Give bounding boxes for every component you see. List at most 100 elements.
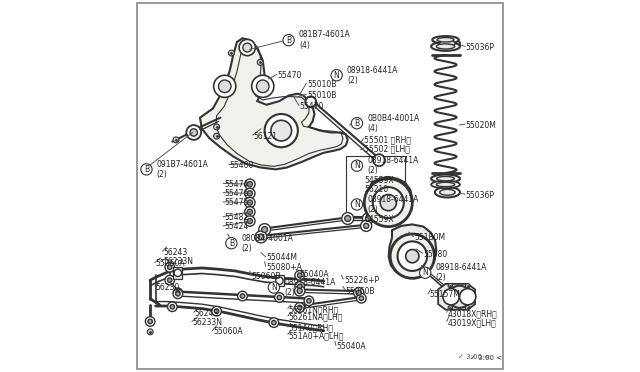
Polygon shape <box>365 177 412 225</box>
Circle shape <box>345 215 351 221</box>
Text: N: N <box>422 268 428 277</box>
Text: 56210: 56210 <box>364 185 388 194</box>
Text: 55010B: 55010B <box>307 91 337 100</box>
Circle shape <box>271 120 292 141</box>
Circle shape <box>295 282 305 291</box>
Circle shape <box>247 218 252 224</box>
Text: 55060B: 55060B <box>346 287 375 296</box>
Circle shape <box>305 96 316 108</box>
Circle shape <box>228 50 234 56</box>
Text: 54559X: 54559X <box>364 176 394 185</box>
Circle shape <box>465 306 470 310</box>
Text: 08918-6441A
(2): 08918-6441A (2) <box>284 278 335 297</box>
Text: 55020M: 55020M <box>466 121 497 129</box>
Circle shape <box>214 124 220 130</box>
Text: 55470: 55470 <box>278 71 302 80</box>
Circle shape <box>275 293 284 302</box>
Circle shape <box>364 179 412 227</box>
Circle shape <box>359 296 364 301</box>
Text: 091B7-4601A
(2): 091B7-4601A (2) <box>157 160 209 179</box>
Text: N: N <box>354 161 360 170</box>
Circle shape <box>247 191 252 196</box>
Ellipse shape <box>440 40 455 47</box>
Circle shape <box>244 207 255 217</box>
Text: 55474: 55474 <box>224 180 248 189</box>
Circle shape <box>174 269 182 276</box>
Text: ✓ 3:00 <: ✓ 3:00 < <box>458 353 490 359</box>
Circle shape <box>277 295 282 300</box>
Text: 55044M: 55044M <box>266 253 298 263</box>
Text: N: N <box>333 71 339 80</box>
Text: 55080+A: 55080+A <box>266 263 302 272</box>
Ellipse shape <box>432 36 459 44</box>
Text: 54559X: 54559X <box>364 215 394 224</box>
Circle shape <box>364 223 369 228</box>
Text: 56261NA〈LH〉: 56261NA〈LH〉 <box>289 312 343 321</box>
Circle shape <box>145 317 155 326</box>
Text: 43018X〈RH〉: 43018X〈RH〉 <box>447 309 497 318</box>
Circle shape <box>406 250 419 263</box>
Text: B: B <box>144 165 149 174</box>
Circle shape <box>252 75 274 97</box>
Circle shape <box>173 289 182 299</box>
Circle shape <box>443 289 459 305</box>
Polygon shape <box>200 38 348 169</box>
Circle shape <box>356 294 366 303</box>
Circle shape <box>271 320 276 325</box>
Text: 55470: 55470 <box>300 102 324 111</box>
Circle shape <box>214 133 220 139</box>
Text: 08918-6441A
(2): 08918-6441A (2) <box>367 156 419 175</box>
Text: 081B7-4601A
(4): 081B7-4601A (4) <box>299 31 351 50</box>
Circle shape <box>373 154 385 166</box>
Polygon shape <box>173 267 182 279</box>
Text: N: N <box>271 283 276 292</box>
Text: 55502 〈LH〉: 55502 〈LH〉 <box>364 145 410 154</box>
Circle shape <box>257 60 263 65</box>
Circle shape <box>170 305 175 309</box>
Ellipse shape <box>436 182 455 187</box>
Circle shape <box>168 278 172 282</box>
Text: 56233N: 56233N <box>193 318 223 327</box>
Text: 55060A: 55060A <box>156 259 186 268</box>
Circle shape <box>448 283 452 288</box>
Circle shape <box>244 179 255 189</box>
Circle shape <box>297 288 302 294</box>
Circle shape <box>295 303 305 312</box>
Ellipse shape <box>436 176 454 181</box>
Circle shape <box>165 275 175 285</box>
Text: 55226+P: 55226+P <box>344 276 379 285</box>
Circle shape <box>176 291 180 294</box>
Ellipse shape <box>431 181 460 188</box>
Circle shape <box>247 200 252 205</box>
Text: 08918-6441A
(2): 08918-6441A (2) <box>347 65 398 85</box>
Circle shape <box>244 188 255 199</box>
Text: 55080: 55080 <box>424 250 447 259</box>
Circle shape <box>173 137 179 143</box>
Circle shape <box>380 195 396 211</box>
Text: 55475: 55475 <box>224 198 248 207</box>
Text: 56243: 56243 <box>195 309 219 318</box>
Circle shape <box>247 209 252 214</box>
Circle shape <box>295 270 305 280</box>
Circle shape <box>259 224 271 235</box>
Text: 551A0+A〈LH〉: 551A0+A〈LH〉 <box>289 331 344 340</box>
Text: 55036P: 55036P <box>466 191 495 200</box>
Text: 55157M: 55157M <box>429 291 460 299</box>
Circle shape <box>390 234 435 278</box>
Text: 56230: 56230 <box>156 283 180 292</box>
Circle shape <box>306 97 316 107</box>
Circle shape <box>298 284 302 289</box>
Circle shape <box>353 288 364 298</box>
Circle shape <box>190 129 197 136</box>
Text: 55010B: 55010B <box>307 80 337 89</box>
Circle shape <box>237 291 247 301</box>
Circle shape <box>186 125 201 140</box>
Circle shape <box>214 75 236 97</box>
Ellipse shape <box>435 187 460 198</box>
Circle shape <box>148 319 152 324</box>
Circle shape <box>244 216 255 226</box>
Circle shape <box>372 187 404 218</box>
Text: 55482: 55482 <box>224 213 248 222</box>
Circle shape <box>269 318 278 327</box>
Text: 080B4-4001A
(2): 080B4-4001A (2) <box>242 234 294 253</box>
